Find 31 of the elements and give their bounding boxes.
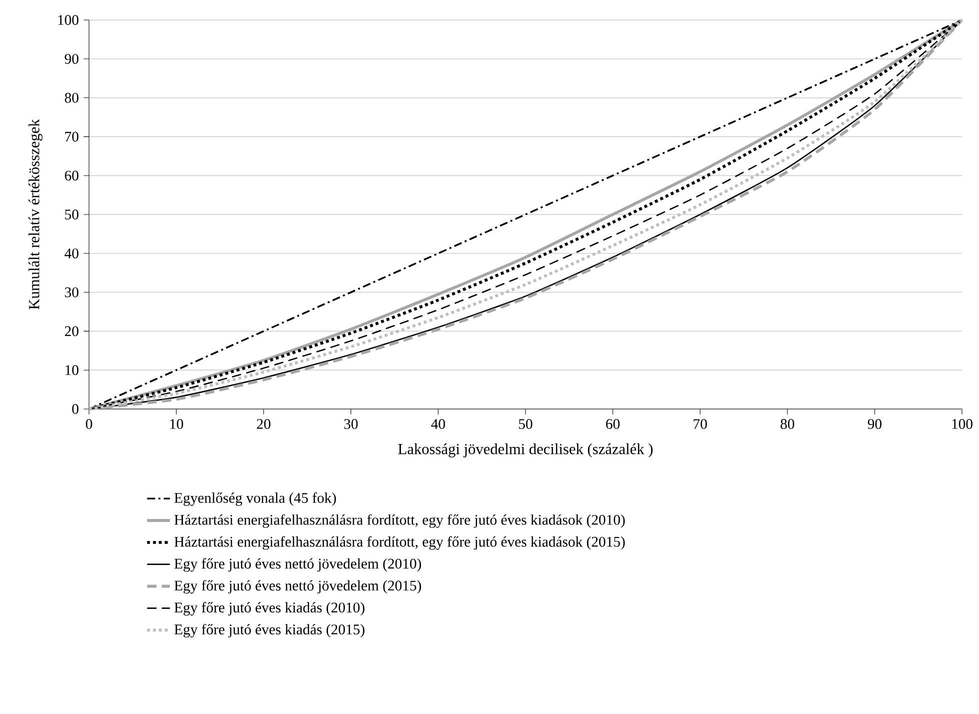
y-tick-label: 20: [64, 326, 78, 336]
x-tick-label: 100: [952, 419, 972, 429]
x-tick-label: 80: [780, 419, 794, 429]
x-tick-label: 0: [86, 419, 92, 429]
x-axis-title: Lakossági jövedelmi decilisek (százalék ): [398, 443, 653, 458]
y-tick-label: 100: [58, 15, 78, 25]
x-tick-label: 40: [431, 419, 445, 429]
legend-label: Egy főre jutó éves nettó jövedelem (2010): [174, 558, 422, 572]
y-axis-title: Kumulált relatív értékösszegek: [28, 119, 42, 310]
x-tick-label: 30: [344, 419, 358, 429]
x-tick-label: 60: [606, 419, 620, 429]
y-tick-label: 30: [65, 287, 78, 298]
y-tick-label: 0: [72, 404, 78, 414]
x-tick-label: 70: [694, 419, 707, 429]
legend-label: Egy főre jutó éves nettó jövedelem (2015): [174, 580, 422, 594]
y-tick-label: 40: [64, 248, 78, 258]
y-tick-label: 70: [65, 132, 78, 142]
y-tick-label: 60: [64, 170, 78, 181]
y-tick-label: 90: [64, 54, 78, 64]
y-tick-label: 10: [66, 365, 78, 376]
legend-label: Egyenlőség vonala (45 fok): [174, 492, 336, 506]
legend-label: Egy főre jutó éves kiadás (2010): [174, 602, 364, 616]
x-tick-label: 50: [519, 419, 532, 429]
x-tick-label: 20: [256, 419, 270, 429]
y-tick-label: 50: [65, 210, 78, 220]
y-tick-label: 80: [64, 92, 78, 103]
x-tick-label: 90: [868, 419, 882, 429]
x-tick-label: 10: [170, 419, 184, 429]
legend-label: Egy főre jutó éves kiadás (2015): [174, 624, 364, 638]
legend-label: Háztartási energiafelhasználásra fordított, egy főre jutó éves kiadások (2010): [174, 514, 625, 528]
legend-label: Háztartási energiafelhasználásra fordított, egy főre jutó éves kiadások (2015): [174, 536, 625, 550]
